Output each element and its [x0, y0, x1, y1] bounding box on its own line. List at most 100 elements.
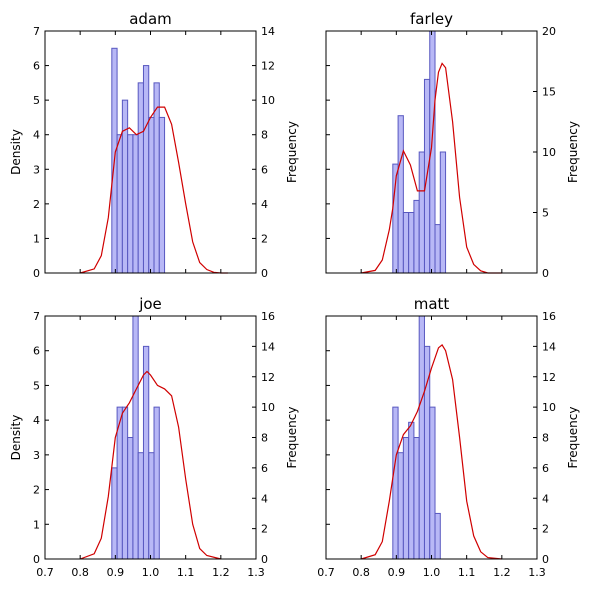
- left-tick-label: 3: [33, 163, 40, 176]
- histogram-bar: [408, 212, 415, 274]
- histogram-bar: [121, 99, 129, 274]
- histogram-bar: [127, 134, 134, 274]
- left-tick-label: 6: [33, 345, 40, 358]
- right-tick-label: 6: [542, 462, 549, 475]
- histogram-bar: [148, 452, 155, 560]
- right-tick-label: 14: [261, 25, 275, 38]
- left-tick-label: 1: [33, 232, 40, 245]
- right-tick-label: 0: [261, 267, 268, 280]
- histogram-bar: [418, 151, 425, 274]
- x-tick-label: 0.9: [388, 566, 406, 579]
- x-tick-label: 1.2: [493, 566, 511, 579]
- right-tick-label: 10: [542, 146, 556, 159]
- left-axis-label: Density: [9, 129, 23, 175]
- histogram-bar: [127, 437, 134, 560]
- right-axis-label: Frequency: [566, 121, 580, 183]
- histogram-bar: [137, 82, 144, 274]
- right-tick-label: 0: [542, 553, 549, 566]
- left-tick-label: 2: [33, 198, 40, 211]
- right-tick-label: 2: [261, 523, 268, 536]
- x-tick-label: 1.1: [458, 566, 476, 579]
- right-axis-label: Frequency: [285, 407, 299, 469]
- histogram-bar: [132, 315, 139, 560]
- histogram-bar: [137, 452, 144, 560]
- x-tick-label: 1.3: [247, 566, 265, 579]
- x-tick-label: 1.0: [142, 566, 160, 579]
- x-tick-label: 0.7: [36, 566, 54, 579]
- left-tick-label: 4: [33, 129, 40, 142]
- left-tick-label: 0: [33, 267, 40, 280]
- right-tick-label: 0: [261, 553, 268, 566]
- x-tick-label: 0.8: [352, 566, 370, 579]
- histogram-bar: [434, 512, 441, 560]
- right-tick-label: 15: [542, 86, 556, 99]
- histogram-bar: [142, 65, 150, 274]
- histogram-bar: [132, 134, 139, 274]
- x-tick-label: 1.3: [528, 566, 546, 579]
- panel-title: adam: [129, 10, 172, 28]
- histogram-bar: [408, 421, 415, 560]
- left-axis-label: Density: [9, 415, 23, 461]
- right-tick-label: 14: [542, 340, 556, 353]
- histogram-bar: [121, 406, 129, 560]
- histogram-bar: [418, 315, 425, 560]
- right-tick-label: 2: [542, 523, 549, 536]
- right-tick-label: 6: [261, 462, 268, 475]
- histogram-bar: [413, 199, 420, 274]
- histogram-bar: [148, 116, 155, 274]
- density-curve: [361, 62, 502, 274]
- panel-matt: matt 0 2 4 6 8 10 12 14 16 0.7 0.8 0.9 1.0 1.1 1.2 1.3 Fr…: [317, 295, 580, 579]
- right-tick-label: 4: [261, 198, 268, 211]
- right-tick-label: 4: [542, 492, 549, 505]
- left-tick-label: 5: [33, 94, 40, 107]
- right-tick-label: 14: [261, 340, 275, 353]
- right-tick-label: 12: [261, 371, 275, 384]
- right-tick-label: 12: [261, 60, 275, 73]
- right-tick-label: 8: [261, 129, 268, 142]
- x-tick-label: 0.8: [71, 566, 89, 579]
- histogram-bar: [392, 406, 399, 560]
- right-tick-label: 5: [542, 207, 549, 220]
- histogram-bar: [439, 151, 447, 274]
- x-tick-label: 0.7: [317, 566, 335, 579]
- histogram-bar: [402, 437, 410, 560]
- left-tick-label: 2: [33, 484, 40, 497]
- histogram-bar: [434, 224, 441, 274]
- right-tick-label: 10: [542, 401, 556, 414]
- right-tick-label: 0: [542, 267, 549, 280]
- right-tick-label: 10: [261, 401, 275, 414]
- right-tick-label: 2: [261, 232, 268, 245]
- x-tick-label: 1.1: [177, 566, 195, 579]
- x-tick-label: 1.0: [423, 566, 441, 579]
- right-tick-label: 10: [261, 94, 275, 107]
- right-tick-label: 16: [261, 310, 275, 323]
- histogram-bar: [413, 437, 420, 560]
- panel-title: joe: [138, 295, 162, 313]
- histogram-bar: [111, 467, 118, 560]
- x-tick-label: 1.2: [212, 566, 230, 579]
- histogram-bar: [158, 116, 166, 274]
- left-tick-label: 5: [33, 379, 40, 392]
- left-tick-label: 4: [33, 414, 40, 427]
- right-axis-label: Frequency: [285, 121, 299, 183]
- left-tick-label: 3: [33, 449, 40, 462]
- panel-farley: farley 0 5 10 15 20 Frequency: [325, 10, 580, 280]
- right-tick-label: 12: [542, 371, 556, 384]
- histogram-bar: [397, 115, 404, 274]
- histogram-bar: [153, 406, 160, 560]
- right-tick-label: 4: [261, 492, 268, 505]
- panel-title: farley: [410, 10, 453, 28]
- right-tick-label: 20: [542, 25, 556, 38]
- left-tick-label: 7: [33, 25, 40, 38]
- density-curve: [79, 370, 221, 560]
- left-tick-label: 0: [33, 553, 40, 566]
- left-tick-label: 7: [33, 310, 40, 323]
- panel-title: matt: [414, 295, 450, 313]
- x-tick-label: 0.9: [107, 566, 125, 579]
- histogram-bar: [402, 212, 410, 274]
- left-tick-label: 1: [33, 518, 40, 531]
- right-tick-label: 8: [261, 432, 268, 445]
